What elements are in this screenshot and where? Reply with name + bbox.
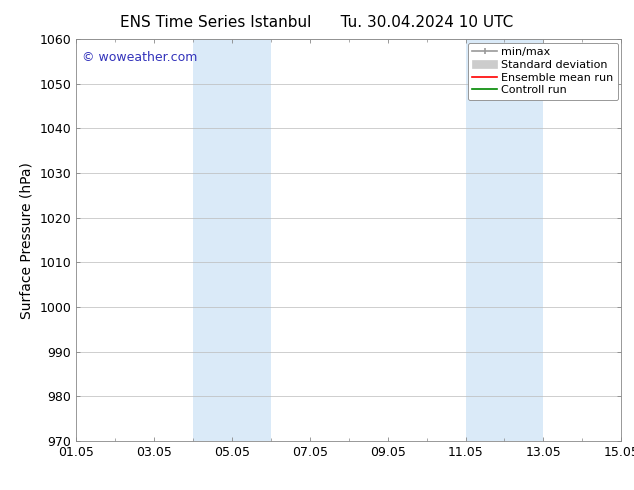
Legend: min/max, Standard deviation, Ensemble mean run, Controll run: min/max, Standard deviation, Ensemble me… <box>468 43 618 100</box>
Y-axis label: Surface Pressure (hPa): Surface Pressure (hPa) <box>20 162 34 318</box>
Bar <box>193 39 271 441</box>
Text: ENS Time Series Istanbul      Tu. 30.04.2024 10 UTC: ENS Time Series Istanbul Tu. 30.04.2024 … <box>120 15 514 30</box>
Bar <box>465 39 543 441</box>
Text: © woweather.com: © woweather.com <box>82 51 197 64</box>
